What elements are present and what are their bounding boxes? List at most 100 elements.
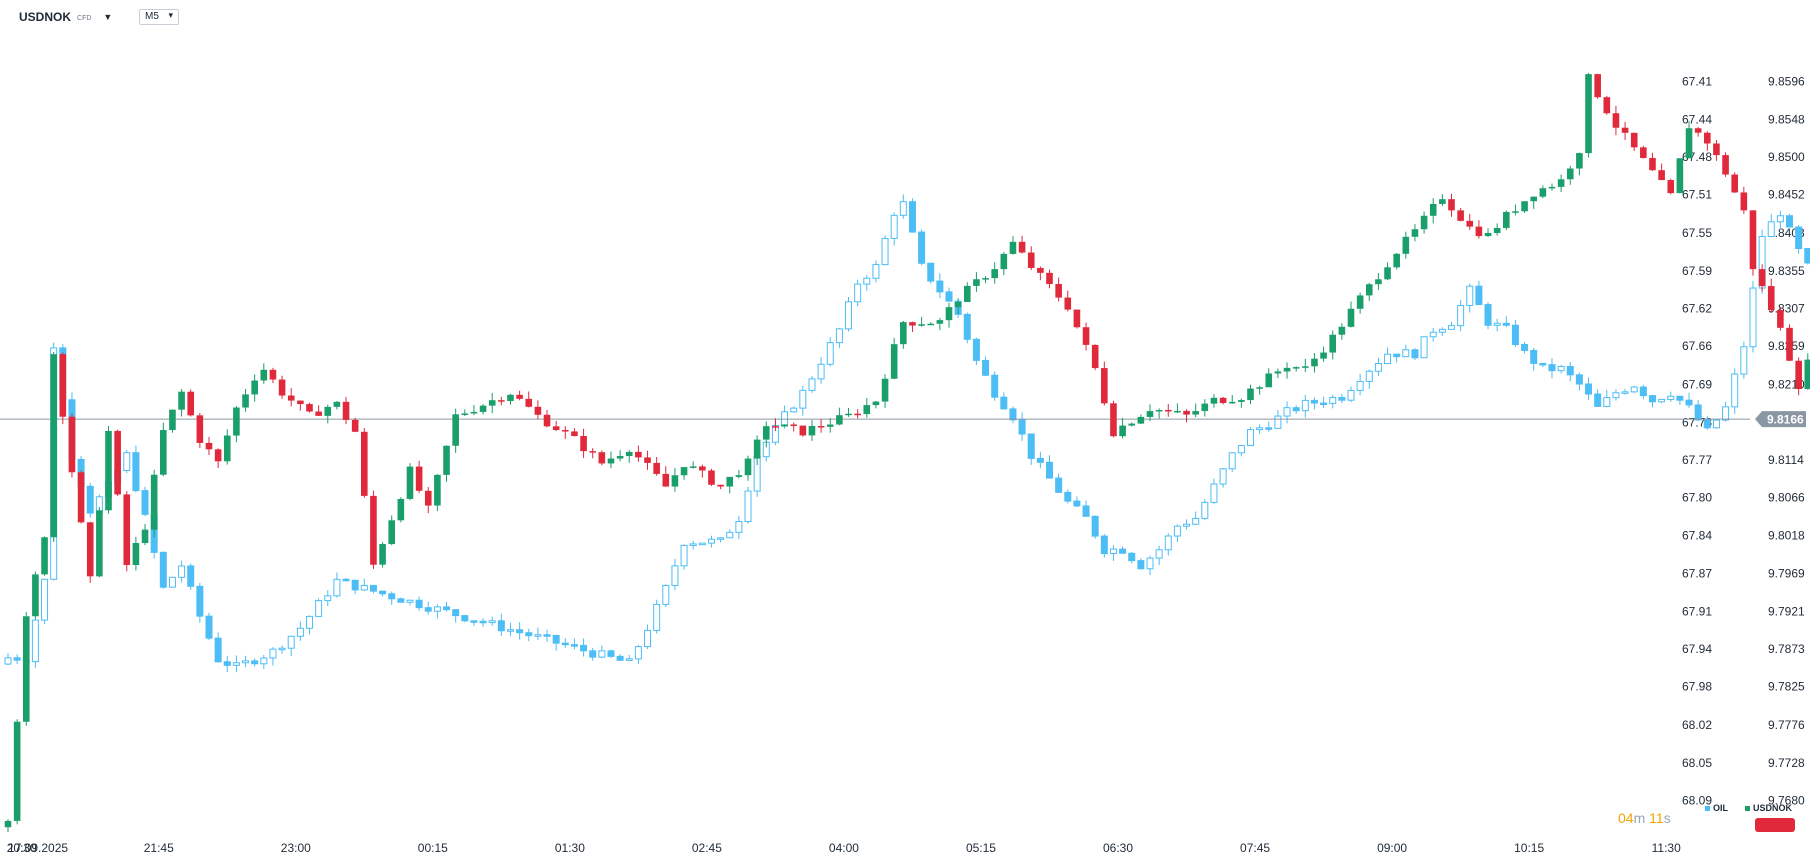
series-oil [4, 194, 1810, 673]
candle [1027, 252, 1035, 268]
candle [1712, 419, 1720, 429]
candle [863, 277, 871, 285]
chevron-down-icon: ▾ [168, 10, 173, 20]
candle [370, 495, 377, 565]
candle [141, 490, 149, 515]
candle [1694, 404, 1702, 421]
candle [1566, 168, 1574, 180]
candle [488, 400, 496, 406]
legend-usdnok-label: USDNOK [1753, 803, 1793, 813]
candle [1347, 308, 1355, 327]
candle [1767, 286, 1775, 311]
candle [1466, 285, 1474, 307]
candle [963, 285, 971, 303]
candle [1155, 409, 1163, 412]
candle [1575, 374, 1583, 385]
y-left-tick: 67.84 [1682, 528, 1712, 542]
candle [1100, 535, 1108, 555]
x-axis-tick: 17.09.2025 [8, 841, 68, 855]
candle [954, 302, 962, 308]
candle [662, 473, 670, 487]
symbol-selector[interactable]: USDNOK CFD ▼ [19, 10, 112, 24]
candle [287, 395, 295, 401]
candle [1338, 396, 1346, 401]
candle [580, 644, 588, 652]
candle [1612, 392, 1620, 399]
candle [406, 599, 414, 603]
candle [1777, 310, 1784, 328]
candle [214, 449, 222, 462]
candle [1064, 491, 1072, 502]
candle [1365, 370, 1373, 382]
y-left-tick: 67.51 [1682, 188, 1712, 202]
legend-oil-swatch [1705, 805, 1710, 811]
candle [1201, 501, 1209, 519]
candle [543, 634, 551, 637]
candle [214, 637, 222, 663]
current-price-label: 9.8166 [1767, 413, 1804, 427]
candle [644, 629, 652, 648]
candle [1265, 373, 1273, 388]
candle [598, 650, 606, 658]
candle [351, 579, 359, 591]
candle [616, 655, 624, 661]
candle [1557, 365, 1565, 372]
candle [698, 542, 706, 546]
candle [635, 451, 642, 458]
candle [1630, 132, 1638, 148]
candle [242, 394, 249, 408]
candle [1740, 192, 1748, 211]
legend-usdnok[interactable]: USDNOK [1745, 803, 1792, 813]
candle [1429, 203, 1437, 216]
candle [589, 650, 597, 658]
candle [744, 490, 752, 523]
candle [982, 359, 990, 376]
candle [1073, 500, 1081, 507]
candle [644, 457, 651, 463]
candle [1740, 346, 1748, 375]
candle [1237, 444, 1245, 454]
candle [1384, 353, 1392, 365]
y-right-tick: 9.7825 [1768, 680, 1805, 694]
candle [1694, 128, 1702, 133]
candle [1731, 373, 1739, 408]
legend-oil[interactable]: OIL [1705, 803, 1728, 813]
candle [1283, 367, 1291, 372]
y-left-tick: 67.55 [1682, 226, 1712, 240]
candle [1685, 399, 1693, 406]
candle [982, 278, 989, 280]
candle [297, 400, 304, 405]
candle [973, 279, 980, 286]
candle [900, 322, 907, 345]
candle [699, 466, 706, 471]
candle [525, 398, 533, 407]
candle [735, 475, 743, 477]
candle [169, 409, 176, 431]
candle [251, 660, 259, 665]
candle [1091, 344, 1099, 369]
y-right-tick: 9.8548 [1768, 112, 1805, 126]
sell-indicator[interactable] [1755, 818, 1795, 832]
candle [123, 452, 131, 471]
candle [1064, 297, 1072, 310]
candle [1037, 267, 1044, 273]
candle [1055, 284, 1062, 298]
candle [799, 425, 807, 436]
candle [1649, 157, 1656, 171]
candle [1676, 395, 1684, 401]
candle [1566, 365, 1574, 376]
candle [726, 531, 734, 539]
candle [305, 615, 313, 629]
timeframe-dropdown[interactable]: M5 ▾ [139, 9, 179, 25]
candle [433, 606, 441, 612]
candle [360, 584, 368, 591]
candle [342, 578, 350, 582]
candle [196, 415, 204, 443]
candle [1201, 403, 1209, 412]
caret-down-icon[interactable]: ▼ [103, 12, 113, 22]
candle [1512, 211, 1519, 213]
candle [1046, 272, 1053, 285]
candle [717, 484, 724, 487]
cfd-badge: CFD [77, 15, 92, 22]
